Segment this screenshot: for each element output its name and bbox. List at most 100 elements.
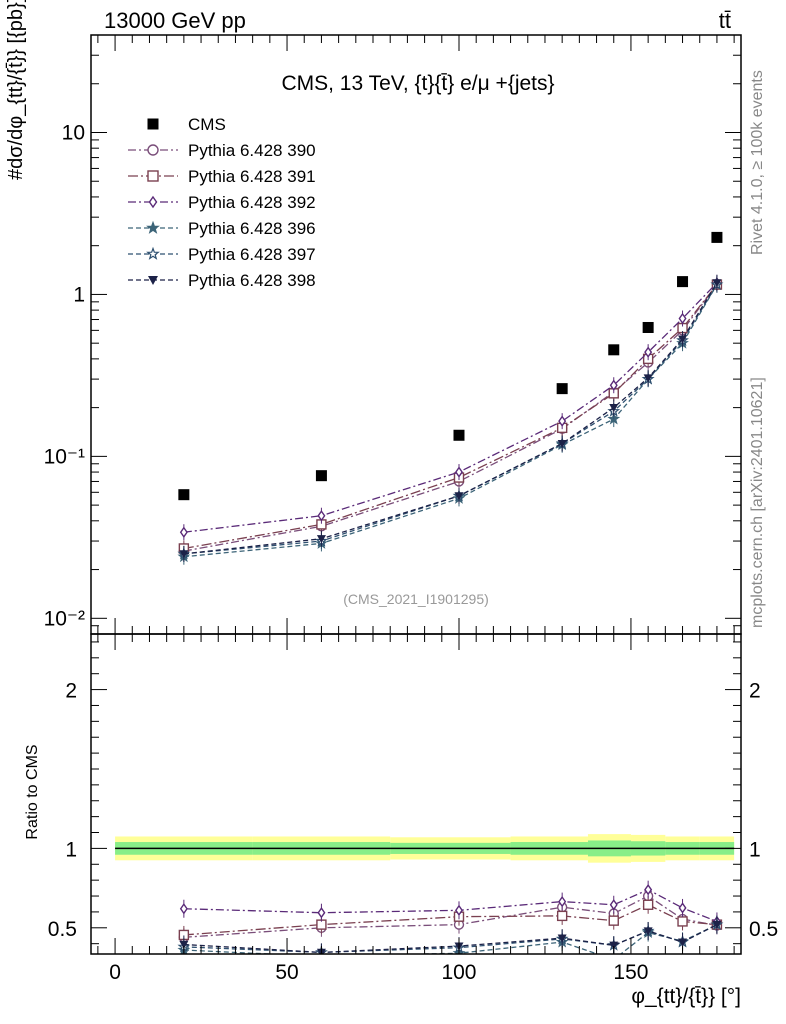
x-tick-label: 150 xyxy=(613,961,648,984)
main-point xyxy=(317,510,326,522)
x-tick-label: 50 xyxy=(275,961,298,984)
main-point xyxy=(557,439,567,449)
main-point xyxy=(454,492,464,501)
legend-label: Pythia 6.428 398 xyxy=(188,271,316,290)
main-point xyxy=(315,470,327,482)
legend-label: Pythia 6.428 392 xyxy=(188,193,316,212)
ratio-point xyxy=(317,906,326,919)
main-point xyxy=(609,404,619,413)
ratio-point xyxy=(644,883,653,896)
legend-entry-5: Pythia 6.428 397 xyxy=(128,245,316,264)
ratio-series-1 xyxy=(178,895,723,944)
ratio-point xyxy=(556,910,568,922)
energy-label: 13000 GeV pp xyxy=(104,8,246,33)
main-point xyxy=(178,489,190,501)
legend-entry-2: Pythia 6.428 391 xyxy=(128,167,316,186)
main-point xyxy=(454,466,463,478)
legend-marker xyxy=(146,246,160,260)
main-series-line xyxy=(183,284,718,555)
main-point xyxy=(642,321,654,333)
legend-entry-3: Pythia 6.428 392 xyxy=(128,193,316,212)
main-point xyxy=(678,312,687,325)
legend-label: Pythia 6.428 390 xyxy=(188,141,316,160)
y-tick-label-ratio-right: 0.5 xyxy=(749,918,778,941)
main-series-6 xyxy=(179,274,722,562)
main-series-line xyxy=(183,282,718,555)
main-point xyxy=(644,346,653,358)
main-y-label: #dσ/dφ_{tt}/{t̄}} [{pb}] xyxy=(5,0,27,180)
main-series-0 xyxy=(178,231,723,501)
main-point xyxy=(711,231,723,243)
legend-marker xyxy=(146,220,160,234)
legend: CMS Pythia 6.428 390 Pythia 6.428 391 Pythi… xyxy=(128,115,316,290)
main-point xyxy=(608,344,620,356)
y-tick-label-main: 10⁻² xyxy=(44,607,85,630)
main-series-line xyxy=(183,284,718,552)
legend-entry-0: CMS xyxy=(147,115,226,134)
y-tick-label-ratio: 2 xyxy=(65,680,77,703)
legend-label: CMS xyxy=(188,115,226,134)
ratio-point xyxy=(712,921,722,930)
ratio-series-2 xyxy=(179,880,721,931)
ratio-series-line xyxy=(183,895,718,938)
main-series-1 xyxy=(178,276,723,560)
main-series-3 xyxy=(179,274,721,541)
ratio-point xyxy=(609,899,618,911)
main-point xyxy=(179,550,189,559)
main-point xyxy=(677,276,689,288)
main-point xyxy=(558,415,567,427)
mcplots-label: mcplots.cern.ch [arXiv:2401.10621] xyxy=(749,377,766,628)
main-panel xyxy=(177,231,724,565)
main-series-line xyxy=(183,282,718,533)
ratio-series-0 xyxy=(178,887,723,947)
ratio-series-line xyxy=(183,924,718,954)
y-tick-label-ratio: 1 xyxy=(65,838,77,861)
ratio-series-line xyxy=(183,888,718,923)
legend-label: Pythia 6.428 396 xyxy=(188,219,316,238)
main-series-4 xyxy=(177,276,724,565)
legend-entry-6: Pythia 6.428 398 xyxy=(128,271,316,290)
y-tick-label-main: 10 xyxy=(62,121,85,144)
main-point xyxy=(678,335,688,344)
main-point xyxy=(179,526,188,538)
x-tick-label: 100 xyxy=(441,961,476,984)
x-axis-label: φ_{tt}/{t̄}} [°] xyxy=(631,985,741,1008)
ratio-point xyxy=(179,940,189,949)
x-tick-label: 0 xyxy=(109,961,121,984)
main-series-line xyxy=(183,284,718,550)
ratio-point xyxy=(454,904,463,917)
ratio-point xyxy=(677,916,688,927)
legend-entry-4: Pythia 6.428 396 xyxy=(128,219,316,238)
ratio-series-line xyxy=(183,904,717,936)
main-point xyxy=(453,429,465,441)
main-point xyxy=(556,383,568,395)
plot-title: CMS, 13 TeV, {t}{t̄} e/μ +{jets} xyxy=(281,72,554,95)
main-series-5 xyxy=(177,276,724,562)
process-label: tt̄ xyxy=(719,8,731,33)
legend-entry-1: Pythia 6.428 390 xyxy=(128,141,316,160)
analysis-watermark: (CMS_2021_I1901295) xyxy=(343,591,489,607)
ratio-point xyxy=(179,903,188,915)
ratio-point xyxy=(678,938,688,947)
ratio-point xyxy=(642,899,654,910)
axis-ticks: 1 10 10⁻¹ 10⁻² 0.5 0.5 1 1 2 2 0 50 100 150 xyxy=(44,34,778,984)
main-point xyxy=(712,279,722,288)
legend-marker xyxy=(148,276,158,285)
main-series-line xyxy=(183,284,718,558)
main-series-2 xyxy=(178,276,723,557)
main-point xyxy=(316,535,326,544)
main-point xyxy=(643,374,653,383)
main-y-label-text: #dσ/dφ_{tt}/{t̄}} [{pb}] xyxy=(5,0,27,180)
y-tick-label-main: 10⁻¹ xyxy=(44,445,85,468)
ratio-point xyxy=(558,895,567,908)
legend-marker xyxy=(147,170,159,182)
legend-label: Pythia 6.428 391 xyxy=(188,167,316,186)
rivet-version-label: Rivet 4.1.0, ≥ 100k events xyxy=(749,70,766,255)
ratio-y-label: Ratio to CMS xyxy=(24,744,41,839)
legend-marker xyxy=(147,118,159,130)
y-tick-label-ratio-right: 2 xyxy=(749,680,761,703)
ratio-frame xyxy=(90,633,742,955)
ratio-series-5 xyxy=(179,915,722,954)
